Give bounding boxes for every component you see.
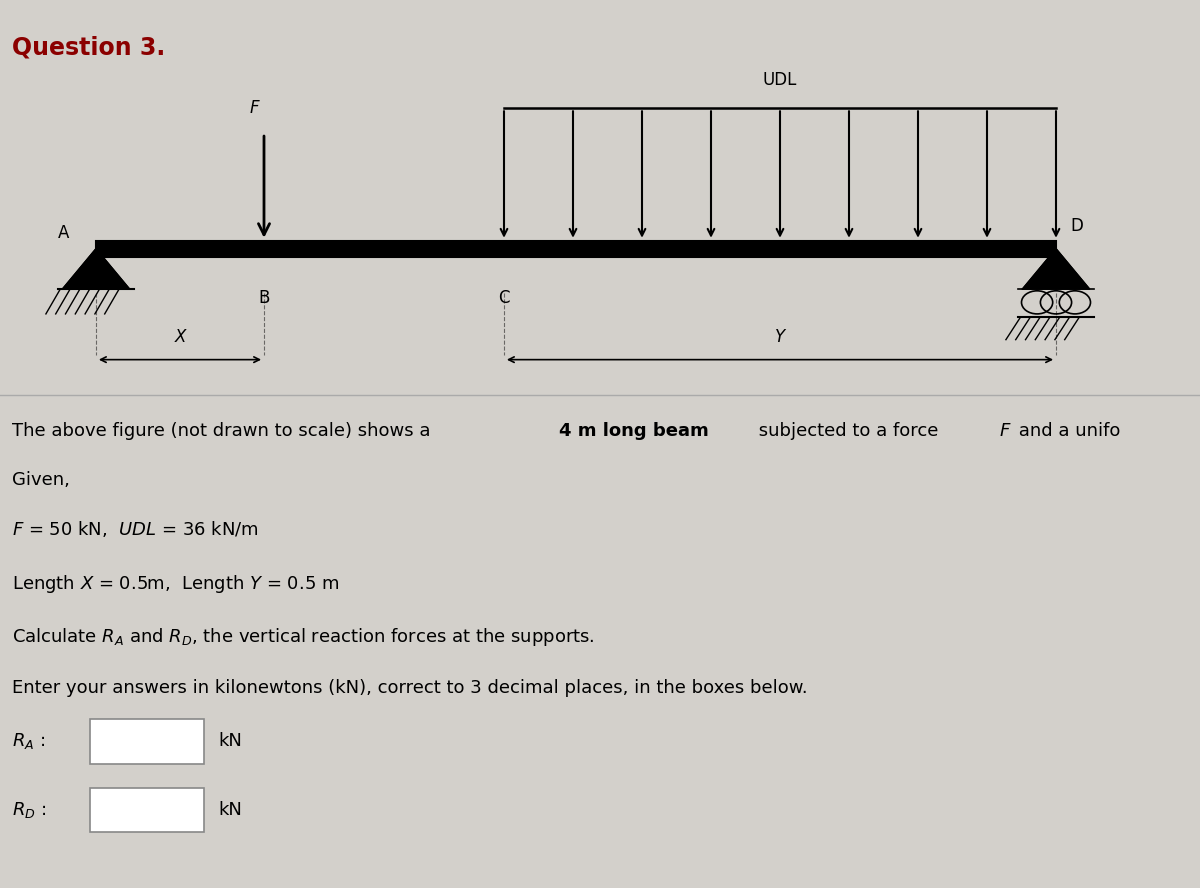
Text: subjected to a force: subjected to a force — [752, 422, 943, 440]
Text: $R_A$ :: $R_A$ : — [12, 732, 46, 751]
Text: $R_D$ :: $R_D$ : — [12, 800, 47, 820]
Text: Given,: Given, — [12, 471, 70, 488]
Text: D: D — [1070, 218, 1084, 235]
Text: $F$ = 50 kN,  $UDL$ = 36 kN/m: $F$ = 50 kN, $UDL$ = 36 kN/m — [12, 519, 259, 540]
Text: Calculate $R_A$ and $R_D$, the vertical reaction forces at the supports.: Calculate $R_A$ and $R_D$, the vertical … — [12, 626, 595, 648]
Polygon shape — [1022, 249, 1090, 289]
Text: and a unifo: and a unifo — [1013, 422, 1120, 440]
Text: X: X — [174, 329, 186, 346]
Text: Question 3.: Question 3. — [12, 36, 166, 59]
Text: C: C — [498, 289, 510, 306]
Text: The above figure (not drawn to scale) shows a: The above figure (not drawn to scale) sh… — [12, 422, 437, 440]
Text: UDL: UDL — [763, 71, 797, 89]
Bar — [90, 719, 204, 764]
Text: Y: Y — [775, 329, 785, 346]
Text: A: A — [59, 224, 70, 242]
Text: F: F — [1000, 422, 1009, 440]
Text: 4 m long beam: 4 m long beam — [559, 422, 709, 440]
Polygon shape — [62, 249, 130, 289]
Text: Length $X$ = 0.5m,  Length $Y$ = 0.5 m: Length $X$ = 0.5m, Length $Y$ = 0.5 m — [12, 573, 340, 595]
Text: kN: kN — [218, 733, 242, 750]
Text: F: F — [250, 99, 259, 117]
Text: kN: kN — [218, 801, 242, 819]
Text: Enter your answers in kilonewtons (kN), correct to 3 decimal places, in the boxe: Enter your answers in kilonewtons (kN), … — [12, 679, 808, 697]
Bar — [90, 788, 204, 832]
Bar — [96, 241, 1056, 257]
Text: B: B — [258, 289, 270, 306]
